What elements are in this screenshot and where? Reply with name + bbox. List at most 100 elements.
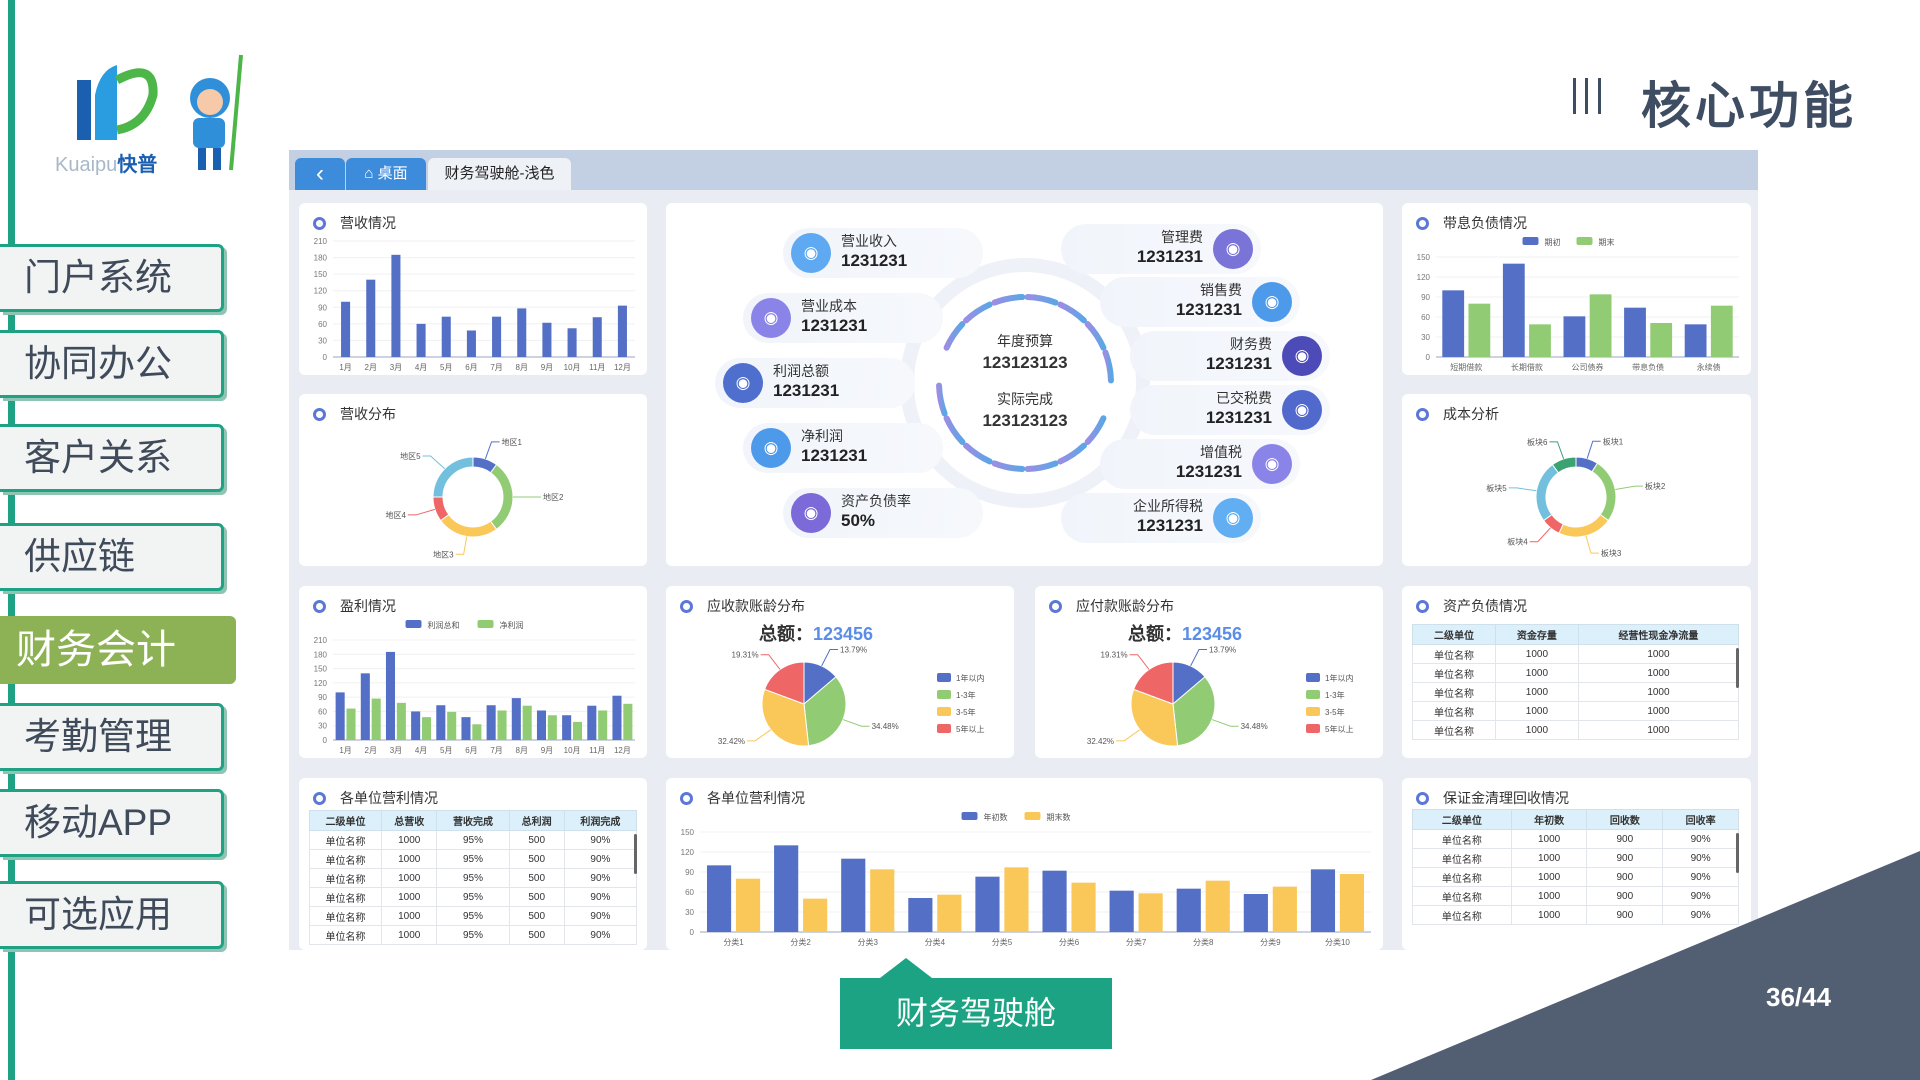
table-cell: 90%: [563, 849, 637, 869]
table-scrollbar[interactable]: [1736, 648, 1739, 688]
sidebar-item-7[interactable]: 可选应用: [0, 881, 224, 949]
leader-line: [1586, 440, 1601, 459]
table: 二级单位 资金存量 经营性现金净流量 单位名称 1000 1000 单位名称 1000 1000…: [1412, 624, 1739, 740]
tab-desktop[interactable]: ⌂ 桌面: [346, 158, 426, 190]
table-row[interactable]: 单位名称 1000 95% 500 90%: [309, 906, 637, 926]
table-row[interactable]: 单位名称 1000 95% 500 90%: [309, 830, 637, 850]
x-tick-label: 5月: [440, 746, 452, 755]
circle-icon: [1416, 407, 1429, 421]
panel-payable: 应付款账龄分布 总额：123456 13.79% 34.48% 32.42% 19.3…: [1035, 586, 1383, 758]
kpi-label: 净利润: [801, 428, 843, 444]
table-row[interactable]: 单位名称 1000 900 90%: [1412, 848, 1739, 868]
legend-swatch: [961, 812, 978, 820]
column-header: 年初数: [1510, 809, 1588, 830]
leader-line: [455, 536, 468, 555]
ring-segment: [1057, 442, 1087, 465]
table-row[interactable]: 单位名称 1000 95% 500 90%: [309, 887, 637, 907]
table-row[interactable]: 单位名称 1000 1000: [1412, 720, 1739, 740]
page-number: 36/44: [1766, 982, 1832, 1012]
table-cell: 1000: [1577, 644, 1739, 664]
x-tick-label: 4月: [415, 363, 427, 372]
budget-value: 123123123: [982, 353, 1068, 372]
sidebar-item-1[interactable]: 协同办公: [0, 330, 224, 398]
table-row[interactable]: 单位名称 1000 900 90%: [1412, 867, 1739, 887]
y-tick-label: 120: [314, 287, 328, 296]
bar-value: [391, 254, 401, 357]
table-cell: 900: [1586, 848, 1664, 868]
actual-label: 实际完成: [997, 391, 1053, 407]
bar-期末数: [1071, 882, 1096, 932]
table-cell: 1000: [1510, 829, 1588, 849]
sidebar-item-2[interactable]: 客户关系: [0, 424, 224, 492]
table-row[interactable]: 单位名称 1000 95% 500 90%: [309, 925, 637, 945]
x-tick-label: 短期借款: [1450, 362, 1482, 372]
x-tick-label: 3月: [390, 363, 402, 372]
table-row[interactable]: 单位名称 1000 1000: [1412, 644, 1739, 664]
column-header: 总利润: [508, 810, 565, 831]
sidebar-item-5[interactable]: 考勤管理: [0, 703, 224, 771]
bar-期末: [1468, 303, 1491, 357]
x-tick-label: 分类3: [858, 937, 879, 947]
sidebar-item-0[interactable]: 门户系统: [0, 244, 224, 312]
y-tick-label: 60: [318, 320, 327, 329]
bar-value: [366, 279, 376, 357]
slice-label: 板块6: [1527, 437, 1548, 447]
kpi-label: 销售费: [1200, 282, 1242, 298]
legend-label: 1年以内: [956, 673, 984, 683]
value-label: 34.48%: [1241, 722, 1268, 731]
sidebar-item-6[interactable]: 移动APP: [0, 789, 224, 857]
kpi-label: 增值税: [1200, 444, 1242, 460]
bar-value: [492, 316, 502, 357]
slice-地区3: [439, 513, 498, 538]
legend-label: 净利润: [500, 620, 524, 630]
slice-地区2: [489, 463, 514, 531]
table-header: 二级单位 总营收 营收完成 总利润 利润完成: [309, 810, 637, 831]
legend-swatch: [1306, 673, 1320, 682]
table-row[interactable]: 单位名称 1000 900 90%: [1412, 886, 1739, 906]
column-header: 回收率: [1662, 809, 1739, 830]
bar-年初数: [1042, 870, 1067, 932]
ring-segment: [991, 460, 1026, 472]
table-scrollbar[interactable]: [634, 834, 637, 874]
slice-label: 地区4: [385, 510, 406, 520]
table-cell: 90%: [563, 887, 637, 907]
legend-swatch: [1306, 724, 1320, 733]
y-tick-label: 210: [314, 237, 328, 246]
kpi-value: 1231231: [801, 446, 868, 465]
table-scrollbar[interactable]: [1736, 833, 1739, 873]
table-row[interactable]: 单位名称 1000 1000: [1412, 701, 1739, 721]
x-tick-label: 6月: [465, 746, 477, 755]
legend-label: 期末数: [1047, 812, 1071, 822]
column-header: 回收数: [1586, 809, 1664, 830]
tab-finance-cockpit[interactable]: 财务驾驶舱-浅色: [428, 158, 571, 190]
sidebar-item-4[interactable]: 财务会计: [0, 616, 236, 684]
table-cell: 1000: [1510, 848, 1588, 868]
x-tick-label: 分类4: [925, 937, 946, 947]
bar-年初数: [1109, 890, 1134, 932]
panel-receivable: 应收款账龄分布 总额：123456 13.79% 34.48% 32.42% 19.3…: [666, 586, 1014, 758]
back-button[interactable]: ‹: [295, 158, 345, 190]
table-row[interactable]: 单位名称 1000 1000: [1412, 663, 1739, 683]
panel-title: 各单位营利情况: [340, 790, 438, 806]
y-tick-label: 60: [685, 888, 694, 897]
bar-年初数: [908, 898, 933, 932]
table-cell: 单位名称: [309, 830, 383, 850]
table-row[interactable]: 单位名称 1000 1000: [1412, 682, 1739, 702]
legend-label: 期末: [1599, 237, 1615, 247]
table: 二级单位 年初数 回收数 回收率 单位名称 1000 900 90% 单位名称 1000 900 90…: [1412, 809, 1739, 925]
x-tick-label: 1月: [339, 363, 351, 372]
table-row[interactable]: 单位名称 1000 95% 500 90%: [309, 868, 637, 888]
deposit-table: 二级单位 年初数 回收数 回收率 单位名称 1000 900 90% 单位名称 1000 900 90…: [1412, 809, 1739, 950]
table-cell: 900: [1586, 829, 1664, 849]
bar-value: [567, 328, 577, 357]
actual-value: 123123123: [982, 411, 1068, 430]
bar-利润总和: [511, 698, 521, 740]
report-icon: ◉: [751, 428, 791, 468]
sidebar-item-3[interactable]: 供应链: [0, 523, 224, 591]
table-row[interactable]: 单位名称 1000 95% 500 90%: [309, 849, 637, 869]
table-row[interactable]: 单位名称 1000 900 90%: [1412, 829, 1739, 849]
table-row[interactable]: 单位名称 1000 900 90%: [1412, 905, 1739, 925]
x-tick-label: 分类1: [723, 937, 744, 947]
bar-净利润: [623, 703, 633, 740]
ring-segment: [936, 382, 948, 417]
